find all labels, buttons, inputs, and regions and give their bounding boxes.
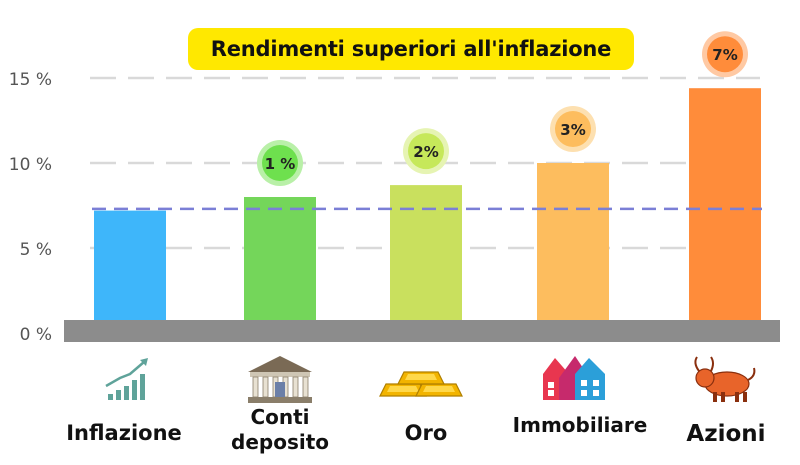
growth-badge: 1 %: [257, 140, 303, 186]
growth-badge: 7%: [702, 31, 748, 78]
category-label: Azioni: [686, 421, 766, 447]
bar: [537, 163, 609, 335]
category-label: Oro: [404, 421, 448, 445]
growth-badge: 2%: [403, 128, 449, 175]
bull-icon: [694, 356, 756, 402]
badge-label: 2%: [413, 143, 438, 161]
category-label: Inflazione: [66, 421, 182, 445]
bar: [94, 210, 166, 335]
y-tick-label: 0 %: [20, 325, 52, 345]
category-label: Immobiliare: [512, 413, 648, 437]
houses-icon: [543, 356, 605, 400]
category-label: Conti deposito: [231, 405, 329, 454]
badge-label: 7%: [712, 46, 737, 64]
growth-chart-icon: [105, 358, 148, 400]
bank-icon: [248, 356, 312, 403]
bar: [689, 88, 761, 335]
badge-label: 1 %: [265, 155, 296, 173]
baseline-band: [64, 320, 780, 342]
y-tick-label: 15 %: [9, 70, 52, 90]
bar: [244, 197, 316, 335]
gold-bars-icon: [379, 371, 463, 397]
y-tick-label: 5 %: [20, 240, 52, 260]
growth-badge: 3%: [550, 106, 596, 152]
badge-label: 3%: [560, 121, 585, 139]
y-tick-label: 10 %: [9, 155, 52, 175]
bar: [390, 185, 462, 335]
chart-title: Rendimenti superiori all'inflazione: [188, 28, 634, 70]
